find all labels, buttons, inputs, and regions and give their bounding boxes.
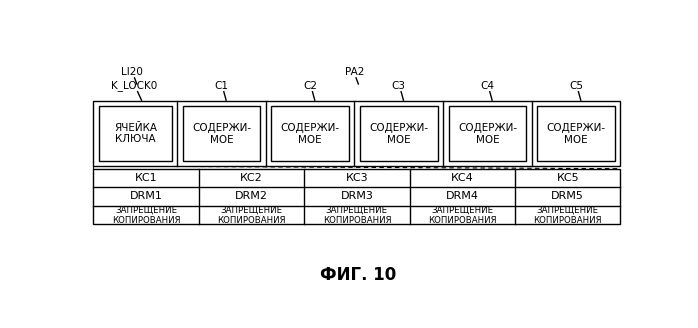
Text: C2: C2 — [303, 81, 317, 91]
Text: ЗАПРЕЩЕНИЕ
КОПИРОВАНИЯ: ЗАПРЕЩЕНИЕ КОПИРОВАНИЯ — [112, 205, 180, 225]
Text: C4: C4 — [480, 81, 494, 91]
FancyBboxPatch shape — [99, 106, 172, 161]
FancyBboxPatch shape — [183, 106, 260, 161]
Text: K_LOCK0: K_LOCK0 — [110, 80, 157, 91]
Text: DRM5: DRM5 — [551, 192, 584, 201]
Text: СОДЕРЖИ-
МОЕ: СОДЕРЖИ- МОЕ — [547, 123, 606, 145]
Text: КС2: КС2 — [240, 173, 263, 183]
Text: СОДЕРЖИ-
МОЕ: СОДЕРЖИ- МОЕ — [458, 123, 517, 145]
Text: СОДЕРЖИ-
МОЕ: СОДЕРЖИ- МОЕ — [281, 123, 340, 145]
Text: ЗАПРЕЩЕНИЕ
КОПИРОВАНИЯ: ЗАПРЕЩЕНИЕ КОПИРОВАНИЯ — [322, 205, 391, 225]
Text: СОДЕРЖИ-
МОЕ: СОДЕРЖИ- МОЕ — [192, 123, 251, 145]
Text: DRM2: DRM2 — [235, 192, 268, 201]
Text: ЗАПРЕЩЕНИЕ
КОПИРОВАНИЯ: ЗАПРЕЩЕНИЕ КОПИРОВАНИЯ — [533, 205, 602, 225]
Text: ЯЧЕЙКА
КЛЮЧА: ЯЧЕЙКА КЛЮЧА — [114, 123, 157, 145]
Text: DRM4: DRM4 — [446, 192, 479, 201]
FancyBboxPatch shape — [94, 169, 621, 224]
FancyBboxPatch shape — [537, 106, 615, 161]
Text: КС1: КС1 — [135, 173, 158, 183]
Text: КС3: КС3 — [346, 173, 369, 183]
FancyBboxPatch shape — [449, 106, 526, 161]
Text: DRM1: DRM1 — [130, 192, 163, 201]
Text: СОДЕРЖИ-
МОЕ: СОДЕРЖИ- МОЕ — [369, 123, 429, 145]
Text: КС4: КС4 — [451, 173, 474, 183]
Text: C5: C5 — [569, 81, 583, 91]
Text: ФИГ. 10: ФИГ. 10 — [320, 266, 396, 284]
Text: C1: C1 — [214, 81, 228, 91]
Text: КС5: КС5 — [556, 173, 579, 183]
Text: C3: C3 — [392, 81, 406, 91]
Text: ЗАПРЕЩЕНИЕ
КОПИРОВАНИЯ: ЗАПРЕЩЕНИЕ КОПИРОВАНИЯ — [428, 205, 496, 225]
Text: LI20: LI20 — [121, 67, 143, 77]
Text: ЗАПРЕЩЕНИЕ
КОПИРОВАНИЯ: ЗАПРЕЩЕНИЕ КОПИРОВАНИЯ — [217, 205, 285, 225]
FancyBboxPatch shape — [94, 101, 621, 166]
Text: PA2: PA2 — [345, 67, 364, 77]
FancyBboxPatch shape — [272, 106, 349, 161]
Text: DRM3: DRM3 — [341, 192, 373, 201]
FancyBboxPatch shape — [360, 106, 438, 161]
